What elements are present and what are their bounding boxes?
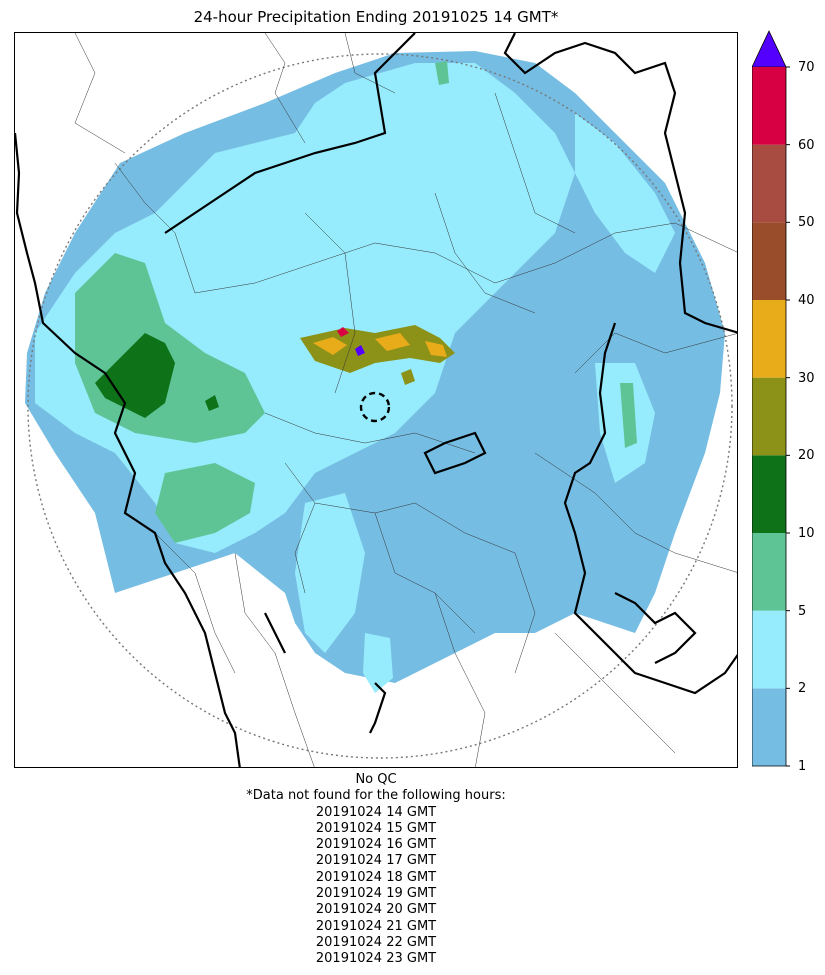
colorbar-tick-label: 40 xyxy=(798,293,815,308)
missing-hours-list: 20191024 14 GMT 20191024 15 GMT 20191024 1… xyxy=(14,805,738,968)
colorbar-tick-label: 60 xyxy=(798,137,815,153)
qc-note: No QC xyxy=(355,772,397,787)
colorbar-segment xyxy=(752,610,786,689)
colorbar-tick-label: 20 xyxy=(798,448,815,464)
precip-cells-intense xyxy=(300,325,455,385)
colorbar-tick-label: 2 xyxy=(798,681,807,697)
missing-hour-item: 20191024 18 GMT xyxy=(315,869,437,885)
missing-hour-item: 20191024 14 GMT xyxy=(315,804,437,820)
missing-data-note: *Data not found for the following hours: xyxy=(246,788,506,804)
admin-boundaries xyxy=(74,33,737,767)
chart-title: 24-hour Precipitation Ending 20191025 14… xyxy=(193,8,559,26)
colorbar-segment xyxy=(752,144,786,223)
missing-hour-item: 20191024 16 GMT xyxy=(315,837,437,853)
colorbar-segment xyxy=(752,688,786,766)
missing-hour-item: 20191024 23 GMT xyxy=(315,951,437,967)
colorbar-segment xyxy=(752,377,786,456)
missing-hour-item: 20191024 19 GMT xyxy=(315,886,437,902)
footer-notes: No QC *Data not found for the following … xyxy=(14,772,738,968)
colorbar-extend-arrow xyxy=(751,30,787,68)
colorbar-tick-label: 10 xyxy=(798,526,815,541)
radar-map-canvas xyxy=(15,33,737,767)
colorbar-tick-label: 30 xyxy=(798,370,815,386)
colorbar-segment xyxy=(752,300,786,378)
missing-hour-item: 20191024 20 GMT xyxy=(315,902,437,918)
colorbar-segment xyxy=(752,67,786,145)
radar-site-marker xyxy=(359,391,391,423)
colorbar: 1 2 5 10 20 30 40 50 60 70 xyxy=(751,30,822,775)
precip-field-dark-green xyxy=(95,333,219,418)
colorbar-tick-label: 50 xyxy=(798,215,815,231)
colorbar-tick-label: 1 xyxy=(798,759,807,774)
missing-hour-item: 20191024 22 GMT xyxy=(315,934,437,950)
radar-map xyxy=(14,32,738,768)
colorbar-scale xyxy=(751,30,790,767)
colorbar-segment xyxy=(752,533,786,611)
colorbar-segment xyxy=(752,455,786,533)
missing-hour-item: 20191024 17 GMT xyxy=(315,853,437,869)
country-borders xyxy=(15,33,737,767)
radar-range-ring xyxy=(27,53,733,759)
colorbar-tick-label: 5 xyxy=(798,603,807,619)
missing-hour-item: 20191024 21 GMT xyxy=(315,918,437,934)
colorbar-tick-label: 70 xyxy=(798,60,815,75)
missing-hour-item: 20191024 15 GMT xyxy=(315,820,437,836)
colorbar-segment xyxy=(752,222,786,300)
